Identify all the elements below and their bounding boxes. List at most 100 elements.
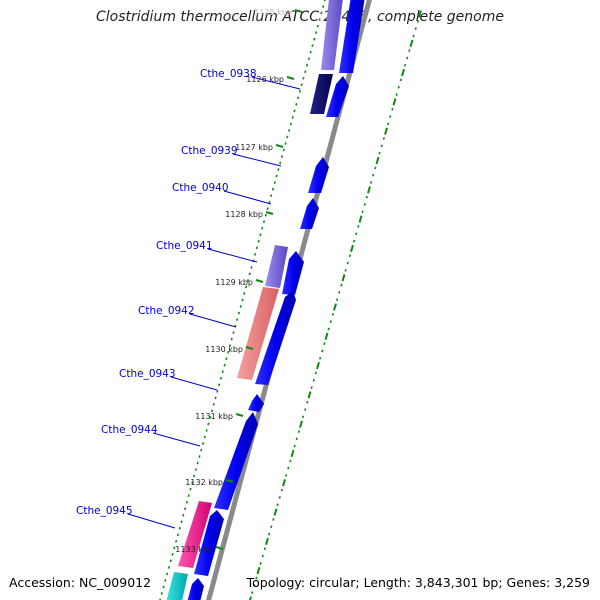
- gene-feature[interactable]: [339, 0, 366, 73]
- gene-label[interactable]: Cthe_0940: [172, 182, 229, 194]
- gene-feature[interactable]: [194, 510, 224, 576]
- ring-tick: [259, 233, 262, 237]
- accession-text: Accession: NC_009012: [9, 575, 152, 590]
- kbp-ticks: 1125 kbp 1126 kbp 1127 kbp 1128 kbp 1129 kbp…: [175, 8, 303, 554]
- kbp-tick-mark: [225, 479, 234, 483]
- ring-tick: [370, 181, 373, 184]
- gene-feature[interactable]: [178, 501, 212, 568]
- ring-tick: [248, 596, 252, 600]
- ring-tick: [321, 349, 324, 353]
- ring-tick: [164, 579, 167, 582]
- ring-tick: [184, 507, 187, 511]
- ring-tick: [212, 402, 215, 406]
- ring-tick: [243, 292, 246, 295]
- gene-feature[interactable]: [255, 291, 296, 385]
- ring-tick: [279, 161, 282, 165]
- ring-tick: [253, 583, 256, 587]
- ring-tick: [289, 122, 293, 126]
- gene-label-leader: [152, 432, 201, 447]
- ring-tick: [167, 566, 171, 569]
- ring-tick: [203, 435, 206, 439]
- ring-tick: [189, 487, 192, 491]
- ring-tick: [318, 18, 321, 21]
- ring-tick: [160, 592, 163, 595]
- ring-tick: [314, 371, 317, 375]
- ring-tick: [250, 266, 253, 269]
- ring-tick: [307, 391, 312, 399]
- gene-label-leader: [170, 376, 218, 391]
- ring-tick: [162, 585, 165, 589]
- gene-label[interactable]: Cthe_0939: [181, 145, 238, 157]
- gene-feature[interactable]: [282, 251, 304, 295]
- gene-label[interactable]: Cthe_0941: [156, 240, 213, 252]
- gene-feature[interactable]: [214, 412, 258, 510]
- ring-tick: [367, 186, 371, 194]
- ring-tick: [280, 488, 283, 492]
- ring-tick: [282, 148, 285, 152]
- ring-tick: [225, 357, 228, 361]
- ring-tick: [251, 591, 254, 595]
- ring-tick: [304, 408, 307, 411]
- kbp-tick-mark: [235, 413, 244, 417]
- ring-tick: [358, 215, 363, 223]
- gene-label[interactable]: Cthe_0945: [76, 505, 133, 517]
- ring-tick: [338, 290, 341, 294]
- ring-tick: [173, 546, 176, 550]
- ring-tick: [353, 239, 356, 243]
- gene-feature[interactable]: [237, 287, 279, 380]
- ring-tick: [397, 85, 400, 89]
- ring-tick: [299, 420, 303, 428]
- ring-tick: [290, 449, 295, 458]
- gene-feature[interactable]: [310, 74, 333, 114]
- ring-tick: [336, 298, 339, 302]
- ring-tick: [192, 474, 196, 478]
- ring-tick: [185, 500, 188, 504]
- gene-feature[interactable]: [308, 157, 329, 193]
- ring-tick: [230, 337, 233, 341]
- gene-feature[interactable]: [164, 572, 188, 600]
- gene-label[interactable]: Cthe_0943: [119, 368, 176, 380]
- gene-label-leader: [232, 153, 282, 167]
- gene-feature[interactable]: [185, 578, 204, 600]
- topology-text: Topology: circular; Length: 3,843,301 bp…: [246, 575, 590, 590]
- ring-tick: [275, 174, 278, 178]
- ring-tick: [272, 518, 275, 521]
- ring-tick: [241, 298, 244, 302]
- gene-feature[interactable]: [326, 76, 349, 117]
- ring-tick: [293, 444, 296, 448]
- gene-label-leader: [189, 313, 237, 328]
- ring-tick: [323, 342, 326, 346]
- ring-tick: [297, 430, 300, 433]
- ring-tick: [372, 173, 375, 177]
- ring-tick: [389, 115, 392, 118]
- ring-tick: [200, 448, 203, 452]
- gene-feature[interactable]: [321, 0, 344, 70]
- gene-feature[interactable]: [248, 394, 264, 412]
- ring-tick: [331, 312, 334, 316]
- ring-tick: [401, 68, 405, 77]
- kbp-tick-mark: [286, 76, 295, 80]
- ring-tick: [259, 561, 262, 565]
- gene-label[interactable]: Cthe_0944: [101, 424, 158, 436]
- ring-tick: [305, 63, 309, 67]
- gene-label[interactable]: Cthe_0938: [200, 68, 257, 80]
- ring-tick: [268, 532, 271, 536]
- ring-tick: [196, 461, 199, 465]
- kbp-tick-label: 1132 kbp: [185, 478, 223, 487]
- ring-tick: [191, 481, 194, 484]
- ring-tick: [210, 409, 214, 413]
- ring-tick: [357, 225, 360, 228]
- gene-label[interactable]: Cthe_0942: [138, 305, 195, 317]
- ring-tick: [340, 283, 343, 287]
- ring-tick: [219, 376, 223, 380]
- gene-feature[interactable]: [300, 198, 319, 229]
- ring-tick: [297, 96, 300, 100]
- ring-tick: [268, 200, 271, 204]
- ring-tick: [348, 254, 351, 258]
- ring-tick: [282, 479, 286, 487]
- gene-feature[interactable]: [265, 245, 288, 288]
- kbp-tick-label: 1129 kbp: [215, 278, 253, 287]
- ring-tick: [255, 246, 258, 250]
- ring-tick: [324, 332, 329, 340]
